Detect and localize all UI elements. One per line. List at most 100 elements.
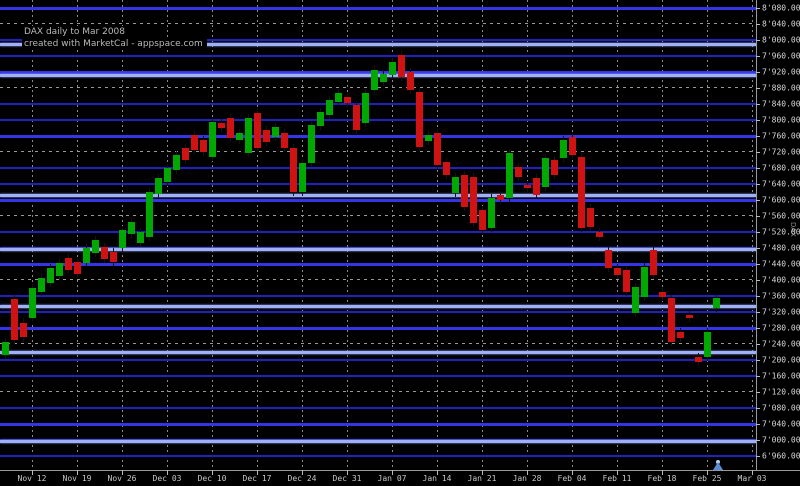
- pale-level-line: [0, 73, 756, 77]
- price-tick-label: 7'720.00: [762, 147, 800, 157]
- y-axis-tick: [756, 376, 760, 377]
- right-axis-caption: DAX: [789, 222, 797, 237]
- price-gridline: [0, 407, 756, 409]
- x-axis-tick: [122, 470, 123, 475]
- candle-up: [2, 342, 9, 355]
- vertical-gridline: [527, 0, 528, 470]
- chart-title: DAX daily to Mar 2008: [22, 26, 130, 38]
- price-tick-label: 7'040.00: [762, 419, 800, 429]
- y-axis-tick: [756, 168, 760, 169]
- candle-down: [434, 133, 441, 165]
- date-tick-label: Nov 26: [107, 474, 137, 483]
- y-axis-tick: [756, 40, 760, 41]
- y-axis-tick: [756, 120, 760, 121]
- candle-down: [227, 118, 234, 138]
- y-axis-line: [756, 0, 757, 471]
- candle-up: [632, 287, 639, 313]
- candle-down: [596, 232, 603, 237]
- pale-level-line: [0, 439, 756, 443]
- candle-up: [317, 112, 324, 126]
- price-gridline: [0, 135, 756, 138]
- date-tick-label: Dec 24: [287, 474, 317, 483]
- candle-down: [101, 247, 108, 259]
- price-tick-label: 7'160.00: [762, 371, 800, 381]
- price-gridline: [0, 87, 756, 88]
- candle-down: [254, 113, 261, 148]
- candle-up: [380, 74, 387, 82]
- price-gridline: [0, 311, 756, 313]
- candle-up: [713, 298, 720, 308]
- price-tick-label: 7'080.00: [762, 403, 800, 413]
- price-gridline: [0, 215, 756, 216]
- date-tick-label: Dec 31: [332, 474, 362, 483]
- price-tick-label: 7'560.00: [762, 211, 800, 221]
- vertical-gridline: [392, 0, 393, 470]
- y-axis-tick: [756, 184, 760, 185]
- price-gridline: [0, 199, 756, 202]
- x-axis-tick: [392, 470, 393, 475]
- candle-down: [290, 148, 297, 192]
- vertical-gridline: [302, 0, 303, 470]
- x-axis-tick: [167, 470, 168, 475]
- date-tick-label: Jan 21: [467, 474, 497, 483]
- date-tick-label: Jan 14: [422, 474, 452, 483]
- y-axis-tick: [756, 24, 760, 25]
- price-gridline: [0, 343, 756, 344]
- y-axis-tick: [756, 328, 760, 329]
- candle-up: [272, 127, 279, 137]
- vertical-gridline: [572, 0, 573, 470]
- candle-down: [110, 252, 117, 262]
- candle-down: [11, 299, 18, 340]
- pale-level-line: [0, 247, 756, 251]
- candle-down: [533, 178, 540, 195]
- price-tick-label: 6'960.00: [762, 451, 800, 461]
- candle-down: [182, 148, 189, 160]
- candle-down: [461, 175, 468, 207]
- candle-up: [29, 288, 36, 318]
- price-gridline: [0, 55, 756, 57]
- y-axis-tick: [756, 152, 760, 153]
- y-axis-tick: [756, 264, 760, 265]
- candle-up: [47, 268, 54, 283]
- price-gridline: [0, 263, 756, 266]
- y-axis-tick: [756, 312, 760, 313]
- price-tick-label: 7'880.00: [762, 83, 800, 93]
- candle-up: [137, 232, 144, 243]
- candle-down: [569, 137, 576, 155]
- candle-up: [326, 100, 333, 115]
- candle-up: [209, 122, 216, 157]
- candle-up: [560, 140, 567, 158]
- candle-down: [497, 195, 504, 200]
- candle-up: [83, 248, 90, 263]
- price-tick-label: 7'840.00: [762, 99, 800, 109]
- candle-up: [146, 192, 153, 237]
- x-axis-tick: [77, 470, 78, 475]
- price-gridline: [0, 391, 756, 392]
- candle-down: [677, 332, 684, 338]
- candle-up: [173, 155, 180, 170]
- price-gridline: [0, 71, 756, 74]
- y-axis-tick: [756, 424, 760, 425]
- candle-down: [416, 92, 423, 147]
- price-gridline: [0, 119, 756, 121]
- x-axis-tick: [572, 470, 573, 475]
- x-axis-tick: [437, 470, 438, 475]
- y-axis-tick: [756, 232, 760, 233]
- x-axis-tick: [482, 470, 483, 475]
- price-tick-label: 7'360.00: [762, 291, 800, 301]
- candle-down: [191, 135, 198, 150]
- candle-down: [524, 185, 531, 188]
- price-tick-label: 7'280.00: [762, 323, 800, 333]
- x-axis-tick: [32, 470, 33, 475]
- candle-down: [479, 210, 486, 230]
- candle-up: [506, 153, 513, 198]
- price-gridline: [0, 279, 756, 280]
- chart-title-block: DAX daily to Mar 2008 created with Marke…: [22, 26, 207, 50]
- vertical-gridline: [77, 0, 78, 470]
- vertical-gridline: [212, 0, 213, 470]
- candle-down: [281, 133, 288, 148]
- date-tick-label: Nov 19: [62, 474, 92, 483]
- price-tick-label: 8'080.00: [762, 3, 800, 13]
- cursor-marker-icon[interactable]: [712, 460, 724, 470]
- price-tick-label: 7'680.00: [762, 163, 800, 173]
